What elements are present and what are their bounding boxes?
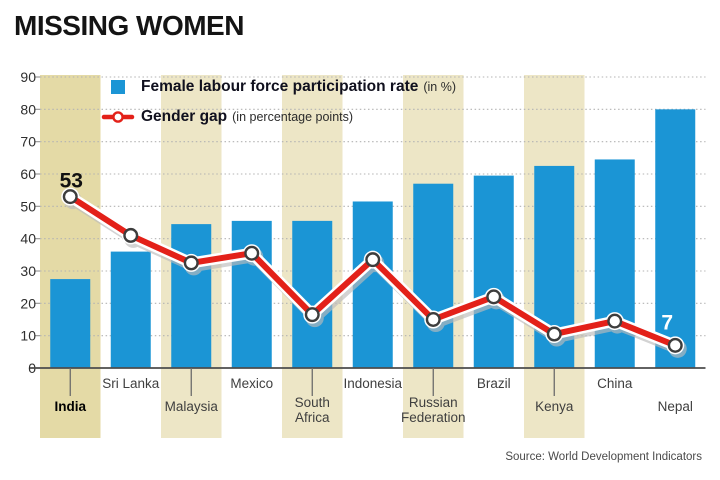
y-tick-label-10: 10 [20,328,36,344]
y-tick-label-60: 60 [20,166,36,182]
bar-brazil [473,175,514,368]
legend-entry-line: Gender gap (in percentage points) [101,106,456,128]
bar-malaysia [171,224,212,368]
legend-bar-label: Female labour force participation rate [141,78,419,95]
marker-india [62,189,78,205]
marker-indonesia [365,252,381,268]
category-label-mexico: Mexico [230,376,273,391]
marker-kenya [546,326,562,342]
marker-nepal [667,337,683,353]
category-label-china: China [597,376,633,391]
y-tick-label-90: 90 [20,69,36,85]
category-label-indonesia: Indonesia [343,376,402,391]
legend-line-unit: (in percentage points) [232,110,354,124]
y-tick-label-50: 50 [20,198,36,214]
marker-south-africa [304,307,320,323]
category-label-south-africa: South Africa [295,395,330,425]
bar-india [50,279,91,368]
marker-sri-lanka [123,227,139,243]
category-label-russian-federation: Russian Federation [401,395,466,425]
bar-swatch-icon [111,80,125,94]
chart-title: MISSING WOMEN [14,10,244,41]
legend-line-swatch [101,109,135,125]
marker-brazil [486,289,502,305]
category-label-malaysia: Malaysia [165,399,219,414]
bar-russian-federation [413,183,454,368]
marker-malaysia [183,255,199,271]
annotation-nepal: 7 [661,311,673,334]
category-label-kenya: Kenya [535,399,574,414]
category-label-sri-lanka: Sri Lanka [102,376,160,391]
source-credit: Source: World Development Indicators [505,451,702,463]
y-tick-label-80: 80 [20,101,36,117]
marker-china [607,313,623,329]
bar-sri-lanka [110,251,151,368]
legend-entry-bar: Female labour force participation rate (… [101,76,456,98]
line-swatch-marker-icon [112,111,124,123]
y-tick-label-70: 70 [20,134,36,150]
category-label-india: India [54,399,86,414]
category-label-nepal: Nepal [658,399,693,414]
chart-legend: Female labour force participation rate (… [101,76,456,136]
category-label-brazil: Brazil [477,376,511,391]
bar-china [594,159,635,368]
annotation-india: 53 [60,170,83,193]
legend-bar-unit: (in %) [423,80,457,94]
marker-mexico [244,245,260,261]
marker-russian-federation [425,312,441,328]
y-tick-label-40: 40 [20,231,36,247]
y-tick-label-30: 30 [20,263,36,279]
bar-nepal [655,109,696,368]
bar-mexico [231,220,272,368]
legend-line-label: Gender gap [141,108,228,125]
legend-bar-swatch [101,79,135,95]
y-tick-label-20: 20 [20,295,36,311]
